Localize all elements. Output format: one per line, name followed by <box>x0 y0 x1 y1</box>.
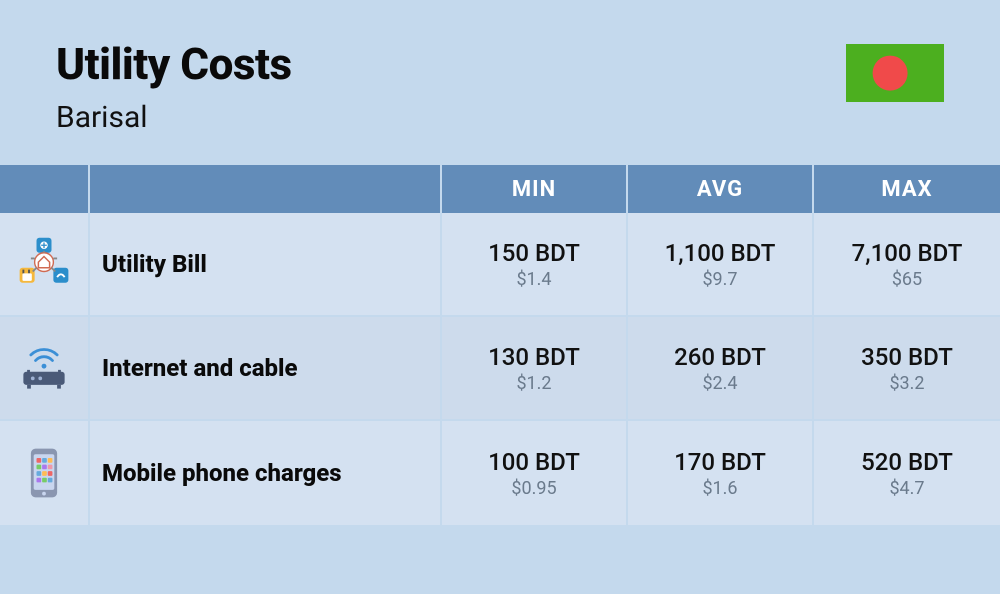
th-min: MIN <box>442 165 628 213</box>
value-primary: 1,100 BDT <box>665 239 776 267</box>
value-secondary: $0.95 <box>511 478 556 499</box>
table-row: Internet and cable 130 BDT $1.2 260 BDT … <box>0 317 1000 421</box>
title-block: Utility Costs Barisal <box>56 38 292 135</box>
router-icon <box>0 317 90 419</box>
row-label: Internet and cable <box>90 317 442 419</box>
th-blank-icon <box>0 165 90 213</box>
table-header-row: MIN AVG MAX <box>0 165 1000 213</box>
value-secondary: $4.7 <box>889 478 924 499</box>
row-label: Utility Bill <box>90 213 442 315</box>
cell-avg: 1,100 BDT $9.7 <box>628 213 814 315</box>
value-primary: 100 BDT <box>488 448 580 476</box>
cell-avg: 260 BDT $2.4 <box>628 317 814 419</box>
cell-min: 100 BDT $0.95 <box>442 421 628 525</box>
value-primary: 260 BDT <box>674 343 766 371</box>
th-blank-label <box>90 165 442 213</box>
cell-min: 130 BDT $1.2 <box>442 317 628 419</box>
cell-avg: 170 BDT $1.6 <box>628 421 814 525</box>
value-secondary: $9.7 <box>702 269 737 290</box>
header: Utility Costs Barisal <box>0 0 1000 165</box>
cell-max: 350 BDT $3.2 <box>814 317 1000 419</box>
th-avg: AVG <box>628 165 814 213</box>
cost-table: MIN AVG MAX Utility Bill 150 BDT $1.4 <box>0 165 1000 525</box>
table-row: Mobile phone charges 100 BDT $0.95 170 B… <box>0 421 1000 525</box>
page-title: Utility Costs <box>56 38 292 90</box>
value-secondary: $1.4 <box>516 269 551 290</box>
utility-icon <box>0 213 90 315</box>
page-subtitle: Barisal <box>56 100 292 135</box>
value-primary: 7,100 BDT <box>852 239 963 267</box>
table-row: Utility Bill 150 BDT $1.4 1,100 BDT $9.7… <box>0 213 1000 317</box>
value-primary: 150 BDT <box>488 239 580 267</box>
value-secondary: $65 <box>892 269 922 290</box>
th-max: MAX <box>814 165 1000 213</box>
row-label: Mobile phone charges <box>90 421 442 525</box>
value-secondary: $3.2 <box>889 373 924 394</box>
value-secondary: $2.4 <box>702 373 737 394</box>
value-secondary: $1.2 <box>516 373 551 394</box>
cell-max: 520 BDT $4.7 <box>814 421 1000 525</box>
phone-icon <box>0 421 90 525</box>
flag-bangladesh <box>846 44 944 102</box>
value-primary: 130 BDT <box>488 343 580 371</box>
value-secondary: $1.6 <box>702 478 737 499</box>
flag-circle <box>873 56 908 91</box>
cell-max: 7,100 BDT $65 <box>814 213 1000 315</box>
value-primary: 520 BDT <box>861 448 953 476</box>
value-primary: 170 BDT <box>674 448 766 476</box>
cell-min: 150 BDT $1.4 <box>442 213 628 315</box>
value-primary: 350 BDT <box>861 343 953 371</box>
